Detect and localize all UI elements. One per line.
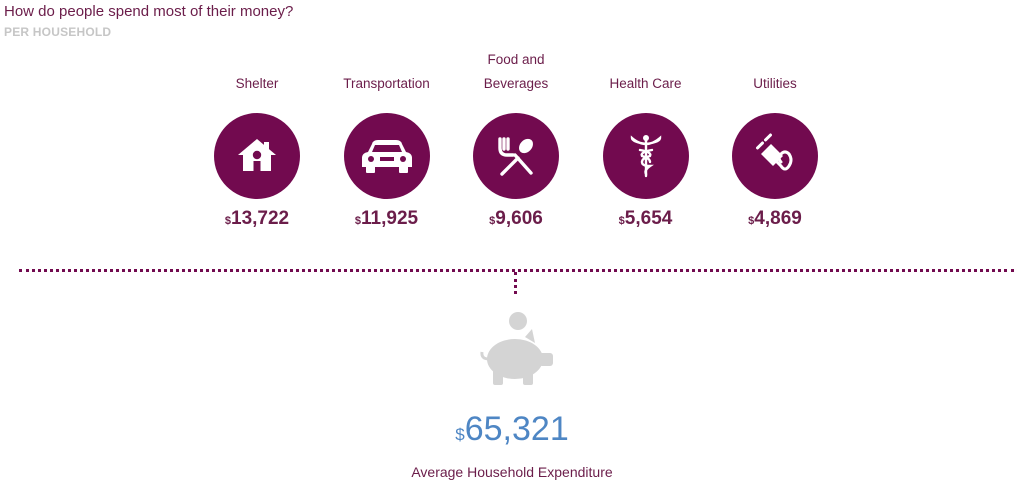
currency-symbol: $ <box>748 215 755 227</box>
value-number: 5,654 <box>624 208 673 229</box>
category-value: $5,654 <box>571 208 721 230</box>
category-label-line: Beverages <box>483 76 549 91</box>
category-column: Shelter $13,722 <box>182 0 332 240</box>
category-label: Food and Beverages <box>441 48 591 96</box>
chart-title: How do people spend most of their money? <box>4 3 294 20</box>
category-column: Food and Beverages $9,606 <box>441 0 591 240</box>
category-label: Health Care <box>571 72 721 96</box>
total-currency: $ <box>455 425 465 444</box>
house-icon <box>214 113 300 199</box>
category-label-line: Shelter <box>235 76 279 91</box>
currency-symbol: $ <box>224 215 231 227</box>
value-number: 13,722 <box>231 208 290 229</box>
category-value: $11,925 <box>312 208 462 230</box>
total-number: 65,321 <box>464 410 569 448</box>
category-label: Utilities <box>700 72 850 96</box>
category-label-line: Transportation <box>343 76 430 91</box>
category-value: $13,722 <box>182 208 332 230</box>
category-value: $9,606 <box>441 208 591 230</box>
total-label: Average Household Expenditure <box>411 464 613 480</box>
category-label: Transportation <box>312 72 462 96</box>
category-label: Shelter <box>182 72 332 96</box>
dotted-connector <box>514 272 517 294</box>
plug-icon <box>732 113 818 199</box>
total-value: $65,321 <box>312 410 712 449</box>
category-label-line: Health Care <box>609 76 682 91</box>
currency-symbol: $ <box>354 215 362 227</box>
value-number: 9,606 <box>495 208 543 229</box>
value-number: 4,869 <box>754 208 802 229</box>
category-label-line: Utilities <box>753 76 797 91</box>
category-column: Health Care $5,654 <box>571 0 721 240</box>
car-icon <box>343 113 430 199</box>
chart-subtitle: PER HOUSEHOLD <box>4 25 112 39</box>
caduceus-icon <box>602 113 689 199</box>
dotted-divider <box>19 269 1014 272</box>
category-value: $4,869 <box>700 208 850 230</box>
category-column: Transportation $11,925 <box>312 0 462 240</box>
piggy-bank-icon <box>479 309 555 396</box>
currency-symbol: $ <box>489 215 496 227</box>
category-column: Utilities $4,869 <box>700 0 850 240</box>
currency-symbol: $ <box>618 215 625 227</box>
fork-spoon-icon <box>473 113 559 199</box>
value-number: 11,925 <box>361 208 419 229</box>
category-label-line: Food and <box>487 52 545 67</box>
